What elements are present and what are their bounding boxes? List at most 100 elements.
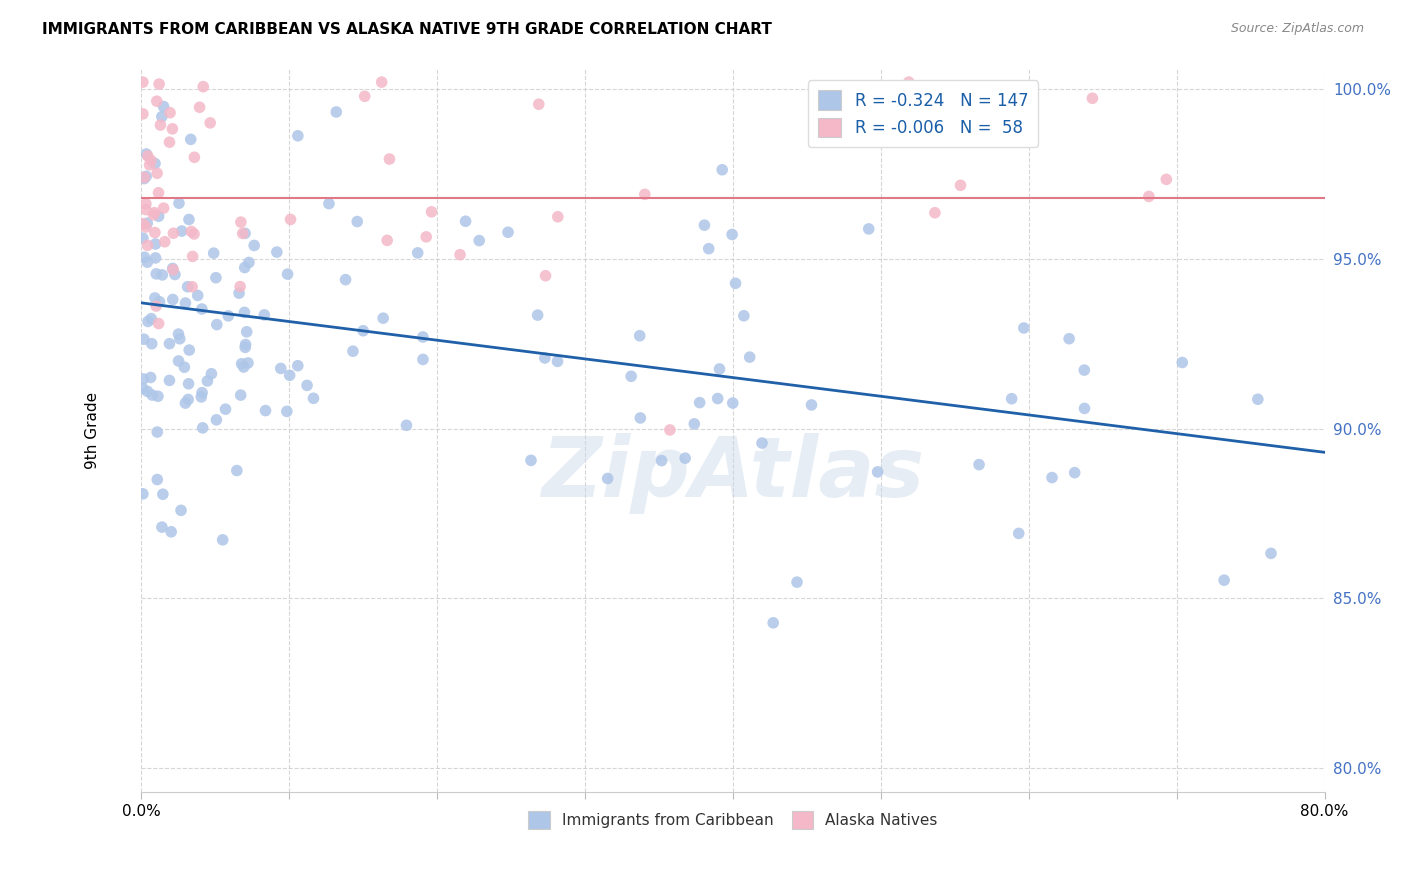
Point (866, 465, 889, 479)
Point (1171, 355, 1194, 369)
Point (136, 255, 159, 269)
Point (231, 357, 253, 371)
Point (160, 524, 183, 539)
Point (683, 417, 706, 431)
Point (353, 89, 375, 103)
Point (295, 378, 318, 392)
Point (162, 293, 184, 307)
Point (534, 351, 557, 365)
Point (342, 344, 364, 359)
Point (693, 218, 716, 232)
Point (136, 384, 159, 399)
Point (135, 147, 157, 161)
Point (858, 222, 880, 236)
Point (202, 246, 225, 260)
Point (276, 404, 298, 418)
Point (183, 150, 205, 164)
Point (724, 277, 747, 291)
Point (141, 336, 163, 351)
Point (634, 187, 657, 202)
Point (150, 520, 173, 534)
Point (152, 201, 174, 215)
Point (287, 128, 309, 143)
Point (132, 372, 155, 386)
Point (136, 149, 159, 163)
Point (180, 132, 202, 146)
Point (228, 286, 250, 301)
Point (146, 425, 169, 439)
Point (145, 251, 167, 265)
Point (302, 391, 325, 405)
Point (134, 250, 156, 264)
Point (420, 204, 443, 219)
Point (136, 314, 159, 328)
Point (406, 246, 429, 260)
Point (1040, 470, 1063, 484)
Point (1001, 392, 1024, 406)
Point (709, 362, 731, 376)
Point (174, 396, 197, 410)
Point (233, 260, 256, 275)
Point (325, 105, 347, 120)
Point (711, 162, 734, 177)
Point (1081, 91, 1104, 105)
Point (205, 270, 228, 285)
Point (697, 242, 720, 256)
Point (135, 197, 157, 211)
Point (526, 308, 548, 322)
Point (214, 402, 236, 417)
Point (1156, 172, 1178, 186)
Point (146, 166, 169, 180)
Point (1008, 526, 1031, 541)
Point (132, 217, 155, 231)
Point (136, 238, 159, 252)
Point (176, 279, 198, 293)
Point (1012, 321, 1035, 335)
Point (924, 206, 946, 220)
Point (733, 309, 755, 323)
Point (145, 299, 167, 313)
Point (238, 255, 260, 269)
Point (162, 121, 184, 136)
Point (153, 235, 176, 249)
Point (135, 202, 157, 217)
Point (180, 224, 202, 238)
Point (187, 288, 209, 302)
Point (233, 305, 256, 319)
Point (170, 224, 193, 238)
Point (235, 325, 257, 339)
Point (148, 77, 170, 91)
Point (454, 214, 477, 228)
Point (547, 354, 569, 368)
Point (141, 388, 163, 402)
Point (762, 615, 785, 630)
Point (235, 337, 257, 351)
Point (179, 343, 201, 357)
Point (183, 227, 205, 241)
Point (190, 390, 212, 404)
Point (191, 421, 214, 435)
Point (1073, 363, 1095, 377)
Point (1247, 392, 1270, 407)
Point (141, 311, 163, 326)
Point (143, 291, 166, 305)
Point (191, 385, 214, 400)
Text: Source: ZipAtlas.com: Source: ZipAtlas.com (1230, 22, 1364, 36)
Point (200, 367, 222, 381)
Point (370, 75, 392, 89)
Point (335, 272, 357, 286)
Point (145, 237, 167, 252)
Point (721, 227, 744, 242)
Point (496, 225, 519, 239)
Point (143, 156, 166, 170)
Point (181, 249, 204, 263)
Point (148, 209, 170, 223)
Point (132, 382, 155, 396)
Point (149, 118, 172, 132)
Point (229, 279, 252, 293)
Point (468, 234, 491, 248)
Point (159, 105, 181, 120)
Point (689, 395, 711, 409)
Point (520, 453, 543, 467)
Point (205, 413, 228, 427)
